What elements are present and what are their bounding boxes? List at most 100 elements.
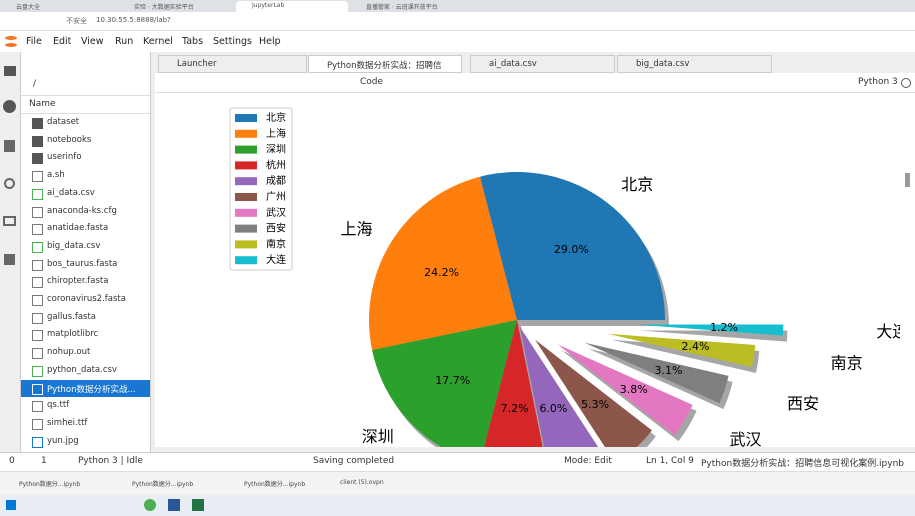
- browser-tab-title[interactable]: JupyterLab: [252, 2, 285, 9]
- file-name[interactable]: python_data.csv: [47, 364, 117, 375]
- file-name[interactable]: anatidae.fasta: [47, 223, 109, 234]
- file-item[interactable]: gallus.fasta: [21, 309, 150, 326]
- notebook-tab[interactable]: Launcher: [158, 55, 307, 73]
- menu-item[interactable]: Run: [115, 36, 134, 47]
- tabs-icon[interactable]: [3, 216, 16, 226]
- file-name[interactable]: coronavirus2.fasta: [47, 294, 126, 304]
- file-item[interactable]: nohup.out: [21, 344, 150, 361]
- file-item[interactable]: anaconda-ks.cfg: [21, 203, 150, 220]
- file-item[interactable]: yun.jpg: [21, 433, 150, 450]
- browser-tab-title[interactable]: 实验 · 大数据实验平台: [134, 4, 194, 11]
- file-item[interactable]: python_data.csv: [21, 362, 150, 379]
- file-item[interactable]: bos_taurus.fasta: [21, 256, 150, 273]
- file-name[interactable]: matplotlibrc: [47, 329, 99, 340]
- file-item[interactable]: a.sh: [21, 167, 150, 184]
- legend-label: 广州: [266, 191, 286, 203]
- file-name[interactable]: notebooks: [47, 134, 92, 145]
- notebook-tab[interactable]: Python数据分析实战：招聘信: [308, 55, 462, 73]
- browser-tab[interactable]: 实验 · 大数据实验平台: [118, 1, 230, 12]
- file-name[interactable]: dataset: [47, 117, 80, 127]
- file-item[interactable]: matplotlibrc: [21, 326, 150, 343]
- file-item[interactable]: chiropter.fasta: [21, 273, 150, 290]
- folder-icon[interactable]: [4, 66, 16, 76]
- file-item[interactable]: big_data.csv: [21, 238, 150, 255]
- taskbar-window[interactable]: Python数据分...ipynb: [132, 481, 194, 488]
- start-button[interactable]: [6, 500, 16, 510]
- column-header[interactable]: Name: [21, 95, 150, 114]
- file-name[interactable]: big_data.csv: [47, 240, 101, 251]
- menu-item[interactable]: File: [26, 36, 42, 47]
- file-item[interactable]: anatidae.fasta: [21, 220, 150, 237]
- menu-item[interactable]: Kernel: [143, 36, 173, 47]
- excel-icon[interactable]: [192, 499, 204, 511]
- menu-item[interactable]: Edit: [53, 36, 72, 47]
- file-item[interactable]: qs.ttf: [21, 397, 150, 414]
- file-name[interactable]: userinfo: [47, 152, 82, 163]
- menu-item[interactable]: View: [81, 36, 104, 47]
- column-name[interactable]: Name: [29, 99, 56, 109]
- file-item[interactable]: userinfo: [21, 149, 150, 166]
- tab-close[interactable]: [295, 59, 303, 70]
- file-name[interactable]: a.sh: [47, 170, 65, 181]
- browser-tab[interactable]: 直播管家 · 云班课开放平台: [350, 1, 462, 12]
- browser-tab[interactable]: JupyterLab: [236, 1, 348, 12]
- file-name[interactable]: yun.jpg: [47, 435, 79, 446]
- file-item[interactable]: dataset: [21, 114, 150, 131]
- tab-close[interactable]: [760, 59, 768, 70]
- status-bar: 0 1 Python 3 | Idle Saving completed Mod…: [0, 452, 915, 471]
- url[interactable]: 10.30.55.5:8888/lab?: [96, 16, 171, 24]
- pie-slice: [484, 320, 543, 447]
- file-name[interactable]: ai_data.csv: [47, 187, 95, 198]
- menu-item[interactable]: Help: [259, 36, 281, 47]
- slice-label: 西安: [787, 394, 819, 413]
- commands-icon[interactable]: [4, 140, 15, 152]
- value-label: 2.4%: [682, 340, 710, 353]
- taskbar-window[interactable]: client (5).ovpn: [340, 479, 384, 486]
- file-name[interactable]: Python数据分析实战...: [47, 384, 136, 395]
- legend-label: 大连: [266, 253, 286, 266]
- kernel-name[interactable]: Python 3: [858, 77, 898, 87]
- file-name[interactable]: qs.ttf: [47, 400, 70, 411]
- browser-tab[interactable]: 云盘大全: [0, 1, 112, 12]
- file-item[interactable]: Python数据分析实战...: [21, 379, 150, 397]
- notebook-tab-title[interactable]: big_data.csv: [636, 59, 690, 69]
- file-item[interactable]: simhei.ttf: [21, 415, 150, 432]
- file-name[interactable]: anaconda-ks.cfg: [47, 205, 117, 216]
- file-item[interactable]: notebooks: [21, 132, 150, 149]
- menu-item[interactable]: Settings: [213, 36, 252, 47]
- extension-icon[interactable]: [4, 254, 15, 265]
- taskbar-window[interactable]: Python数据分...ipynb: [244, 481, 306, 488]
- file-icon: [32, 241, 43, 253]
- file-icon: [32, 259, 43, 271]
- legend-label: 深圳: [266, 144, 286, 156]
- path[interactable]: /: [33, 79, 37, 89]
- browser-tab-title[interactable]: 云盘大全: [16, 4, 41, 11]
- file-item[interactable]: coronavirus2.fasta: [21, 291, 150, 308]
- legend-swatch: [235, 224, 257, 233]
- notebook-tab[interactable]: big_data.csv: [617, 55, 772, 73]
- browser-tab-title[interactable]: 直播管家 · 云班课开放平台: [366, 4, 438, 11]
- status-position[interactable]: Ln 1, Col 9: [646, 456, 694, 466]
- file-name[interactable]: chiropter.fasta: [47, 276, 109, 287]
- notebook-tab[interactable]: ai_data.csv: [470, 55, 615, 73]
- chrome-icon[interactable]: [144, 499, 156, 511]
- scrollbar-thumb[interactable]: [905, 173, 910, 187]
- word-icon[interactable]: [168, 499, 180, 511]
- cell-type[interactable]: Code: [360, 77, 384, 87]
- notebook-tab-title[interactable]: ai_data.csv: [489, 59, 537, 69]
- file-name[interactable]: bos_taurus.fasta: [47, 258, 118, 269]
- pie-slice: [557, 344, 693, 436]
- notebook-tab-title[interactable]: Launcher: [177, 59, 217, 69]
- settings-icon[interactable]: [4, 178, 15, 189]
- tab-close[interactable]: [450, 59, 458, 70]
- status-kernel[interactable]: Python 3 | Idle: [78, 456, 143, 466]
- taskbar-window[interactable]: Python数据分...ipynb: [19, 481, 81, 488]
- tab-close[interactable]: [603, 59, 611, 70]
- running-icon[interactable]: [3, 100, 16, 113]
- notebook-tab-title[interactable]: Python数据分析实战：招聘信: [327, 61, 442, 71]
- file-name[interactable]: gallus.fasta: [47, 311, 97, 322]
- file-name[interactable]: nohup.out: [47, 347, 91, 358]
- menu-item[interactable]: Tabs: [182, 36, 204, 47]
- file-item[interactable]: ai_data.csv: [21, 185, 150, 202]
- file-name[interactable]: simhei.ttf: [47, 417, 88, 428]
